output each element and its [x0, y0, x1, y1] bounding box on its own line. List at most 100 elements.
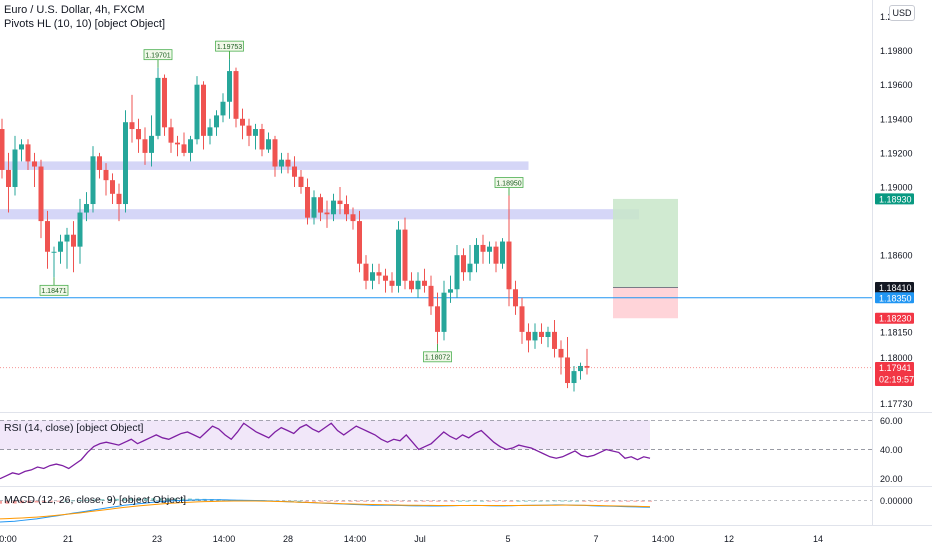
resistance-zone	[0, 209, 639, 220]
rsi-band	[0, 420, 650, 450]
candle-body	[227, 71, 232, 102]
macd-histogram-bar	[494, 500, 499, 502]
candle-body	[324, 212, 330, 215]
candle-body	[519, 306, 525, 332]
macd-histogram-bar	[49, 500, 54, 502]
macd-histogram-bar	[487, 500, 492, 502]
macd-histogram-bar	[85, 499, 90, 501]
macd-histogram-bar	[173, 498, 178, 501]
macd-histogram-bar	[567, 500, 572, 502]
macd-histogram-bar	[611, 500, 616, 502]
time-tick-label: 21	[63, 534, 73, 544]
price-label: 1.17941	[879, 363, 912, 373]
macd-histogram-bar	[78, 499, 83, 501]
candle-body	[201, 84, 206, 136]
candle-body	[97, 156, 102, 170]
candle-body	[188, 139, 193, 153]
candle-body	[545, 331, 551, 337]
currency-button[interactable]: USD	[889, 5, 915, 21]
candle-body	[77, 212, 83, 247]
macd-title[interactable]: MACD (12, 26, close, 9) [object Object]	[4, 494, 187, 506]
time-tick-label: Jul	[414, 534, 426, 544]
candle-body	[240, 118, 245, 126]
macd-histogram-bar	[626, 500, 631, 502]
candle-body	[253, 129, 258, 136]
pivot-label-box	[39, 284, 69, 296]
macd-tick-label: 0.00000	[880, 496, 913, 506]
macd-histogram-bar	[304, 500, 309, 502]
macd-histogram-bar	[341, 500, 346, 502]
price-label-box	[875, 312, 914, 324]
macd-histogram-bar	[633, 500, 638, 502]
candle-body	[571, 371, 577, 384]
candle-body	[71, 234, 76, 247]
price-tick-label: 1.19000	[880, 182, 913, 192]
price-tick-label: 1.19400	[880, 114, 913, 124]
candle-body	[506, 241, 512, 290]
macd-histogram-bar	[538, 500, 543, 502]
candle-body	[461, 255, 466, 273]
candle-body	[370, 272, 375, 281]
price-tick-label: 1.17730	[880, 399, 913, 409]
macd-histogram-bar	[406, 500, 411, 502]
candle-body	[38, 166, 44, 222]
candle-body	[552, 331, 557, 349]
candle-body	[84, 204, 89, 213]
price-label-box	[875, 193, 914, 205]
candle-body	[311, 197, 317, 218]
macd-histogram-bar	[443, 500, 448, 502]
macd-histogram-bar	[92, 499, 97, 501]
symbol-title[interactable]: Euro / U.S. Dollar, 4h, FXCM	[4, 4, 145, 16]
macd-histogram-bar	[604, 500, 609, 502]
price-tick-label: 1.19600	[880, 80, 913, 90]
candle-body	[383, 275, 388, 281]
candle-body	[266, 139, 271, 150]
macd-histogram-bar	[618, 500, 623, 502]
macd-histogram-bar	[545, 500, 550, 502]
candle-body	[155, 77, 161, 136]
price-label: 1.18350	[879, 293, 912, 303]
candle-body	[149, 135, 154, 153]
candle-body	[32, 161, 37, 167]
candle-body	[487, 246, 492, 252]
time-tick-label: 14:00	[344, 534, 367, 544]
candle-body	[435, 306, 440, 332]
macd-histogram-bar	[5, 500, 10, 504]
candle-body	[350, 214, 356, 222]
candle-body	[428, 285, 434, 307]
macd-histogram-bar	[158, 498, 163, 501]
candle-body	[116, 193, 122, 205]
rsi-title[interactable]: RSI (14, close) [object Object]	[4, 422, 144, 434]
candle-body	[162, 77, 167, 128]
candle-body	[64, 234, 70, 242]
candle-body	[389, 280, 395, 286]
candle-body	[90, 156, 96, 205]
candle-body	[558, 348, 564, 358]
rsi-line	[0, 422, 651, 480]
candle-body	[402, 229, 408, 281]
macd-histogram-bar	[100, 499, 105, 501]
candle-body	[467, 263, 473, 273]
candle-body	[285, 159, 291, 167]
macd-histogram-bar	[12, 500, 17, 504]
macd-histogram-bar	[472, 500, 477, 502]
macd-histogram-bar	[107, 499, 112, 501]
price-label: 1.18230	[879, 314, 912, 324]
macd-histogram-bar	[553, 500, 558, 502]
candle-body	[233, 71, 239, 119]
candle-body	[0, 129, 5, 170]
candle-body	[136, 129, 141, 140]
candle-body	[376, 272, 382, 276]
candle-body	[500, 241, 505, 264]
candle-body	[175, 142, 180, 145]
macd-histogram-bar	[348, 500, 353, 502]
price-tick-label: 1.19200	[880, 148, 913, 158]
candle-body	[207, 127, 213, 136]
pivot-label: 1.19753	[217, 44, 242, 51]
candle-body	[539, 331, 544, 337]
candle-body	[110, 180, 115, 194]
pivots-indicator-title[interactable]: Pivots HL (10, 10) [object Object]	[4, 18, 165, 30]
macd-histogram-bar	[582, 500, 587, 502]
candle-body	[532, 331, 538, 341]
